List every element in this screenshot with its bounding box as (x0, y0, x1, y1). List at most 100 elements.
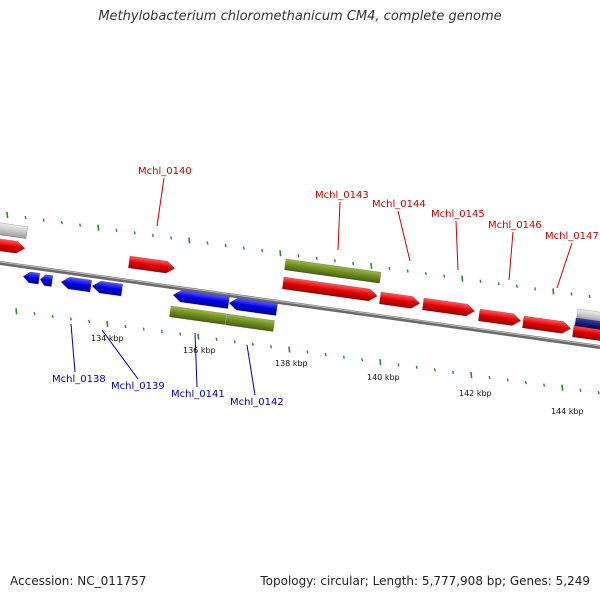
kbp-label: 138 kbp (275, 359, 308, 368)
minor-tick (206, 241, 209, 245)
kbp-label: 140 kbp (367, 373, 400, 382)
minor-tick (297, 254, 300, 258)
outer-tick-ring (6, 211, 591, 299)
major-tick (97, 224, 100, 231)
gene-label-mchl-0140[interactable]: Mchl_0140 (138, 166, 192, 177)
major-tick (15, 308, 18, 315)
feature-track[interactable] (0, 221, 600, 342)
minor-tick (24, 215, 27, 220)
major-tick (461, 275, 464, 282)
minor-tick (397, 363, 400, 367)
gene-callouts (70, 177, 573, 396)
minor-tick (488, 375, 491, 380)
gene-feature-mchl-0146[interactable] (477, 308, 522, 327)
minor-tick (115, 228, 118, 232)
minor-tick (361, 358, 364, 362)
gene-label-mchl-0144[interactable]: Mchl_0144 (372, 199, 426, 210)
minor-tick (261, 249, 264, 253)
gene-label-mchl-0147[interactable]: Mchl_0147 (545, 231, 599, 242)
gene-feature-mchl-0140[interactable] (127, 255, 176, 274)
gene-label-mchl-0146[interactable]: Mchl_0146 (488, 220, 542, 231)
minor-tick (160, 329, 163, 334)
gene-feature-mchl-0143[interactable] (281, 276, 378, 302)
minor-tick (534, 287, 537, 291)
callout-line (156, 177, 165, 227)
minor-tick (415, 365, 418, 369)
major-tick (370, 262, 373, 270)
callout-line (508, 231, 514, 281)
rna-feature[interactable] (284, 258, 382, 284)
gene-label-mchl-0145[interactable]: Mchl_0145 (431, 209, 485, 220)
callout-line (101, 329, 139, 380)
minor-tick (342, 355, 345, 359)
minor-tick (452, 370, 455, 375)
gene-feature-mchl-0144[interactable] (378, 291, 421, 309)
map-title: Methylobacterium chloromethanicum CM4, c… (98, 9, 502, 24)
minor-tick (51, 314, 54, 318)
reverse-gene-labels: Mchl_0138 Mchl_0139 Mchl_0141 Mchl_0142 (52, 374, 284, 408)
major-tick (188, 237, 191, 244)
genome-backbone (0, 261, 600, 349)
gene-label-mchl-0138[interactable]: Mchl_0138 (52, 374, 106, 385)
gene-feature-mchl-0138[interactable] (60, 276, 93, 293)
major-tick (288, 346, 291, 353)
kbp-scale-labels: 134 kbp 136 kbp 138 kbp 140 kbp 142 kbp … (91, 334, 584, 416)
minor-tick (306, 350, 309, 354)
kbp-label: 136 kbp (183, 346, 216, 355)
major-tick (379, 359, 382, 366)
minor-tick (224, 243, 227, 248)
gene-feature-mchl-0139[interactable] (91, 280, 124, 297)
other-feature[interactable] (0, 221, 29, 239)
gene-label-mchl-0139[interactable]: Mchl_0139 (111, 381, 165, 392)
minor-tick (79, 223, 82, 227)
minor-tick (60, 220, 63, 225)
minor-tick (251, 342, 254, 347)
gene-feature-mchl-0145[interactable] (421, 297, 476, 317)
minor-tick (33, 312, 36, 316)
minor-tick (270, 345, 273, 349)
gene-feature-forward[interactable] (571, 324, 600, 342)
minor-tick (579, 388, 582, 392)
forward-gene-labels: Mchl_0140 Mchl_0143 Mchl_0144 Mchl_0145 … (138, 166, 599, 242)
minor-tick (597, 391, 600, 395)
minor-tick (315, 256, 318, 260)
major-tick (470, 371, 473, 379)
gene-label-mchl-0142[interactable]: Mchl_0142 (230, 397, 284, 408)
minor-tick (324, 352, 327, 357)
callout-line (70, 323, 76, 373)
minor-tick (142, 327, 145, 331)
minor-tick (506, 378, 509, 382)
topology-text: Topology: circular; Length: 5,777,908 bp… (260, 574, 590, 588)
minor-tick (524, 380, 527, 385)
gene-feature-reverse[interactable] (22, 271, 41, 285)
callout-line (556, 242, 573, 289)
minor-tick (433, 368, 436, 372)
gene-feature-mchl-0147[interactable] (521, 315, 572, 335)
minor-tick (124, 324, 127, 329)
gene-feature-forward[interactable] (0, 237, 26, 254)
minor-tick (497, 282, 500, 286)
callout-line (455, 220, 459, 271)
gene-feature-reverse[interactable] (39, 274, 54, 287)
callout-line (194, 332, 198, 388)
gene-label-mchl-0143[interactable]: Mchl_0143 (315, 190, 369, 201)
minor-tick (570, 292, 573, 296)
minor-tick (443, 274, 446, 278)
minor-tick (333, 259, 336, 263)
gene-label-mchl-0141[interactable]: Mchl_0141 (171, 389, 225, 400)
other-feature-dark[interactable] (574, 317, 600, 331)
rna-feature[interactable] (225, 313, 275, 332)
minor-tick (406, 269, 409, 273)
rna-feature[interactable] (169, 305, 227, 325)
gene-feature-mchl-0141[interactable] (172, 289, 230, 309)
minor-tick (424, 271, 427, 276)
major-tick (279, 250, 282, 257)
gene-feature-mchl-0142[interactable] (228, 297, 278, 316)
minor-tick (215, 337, 218, 341)
accession-text: Accession: NC_011757 (10, 574, 147, 588)
kbp-label: 144 kbp (551, 407, 584, 416)
minor-tick (242, 246, 245, 250)
major-tick (552, 288, 555, 295)
callout-line (397, 210, 411, 262)
